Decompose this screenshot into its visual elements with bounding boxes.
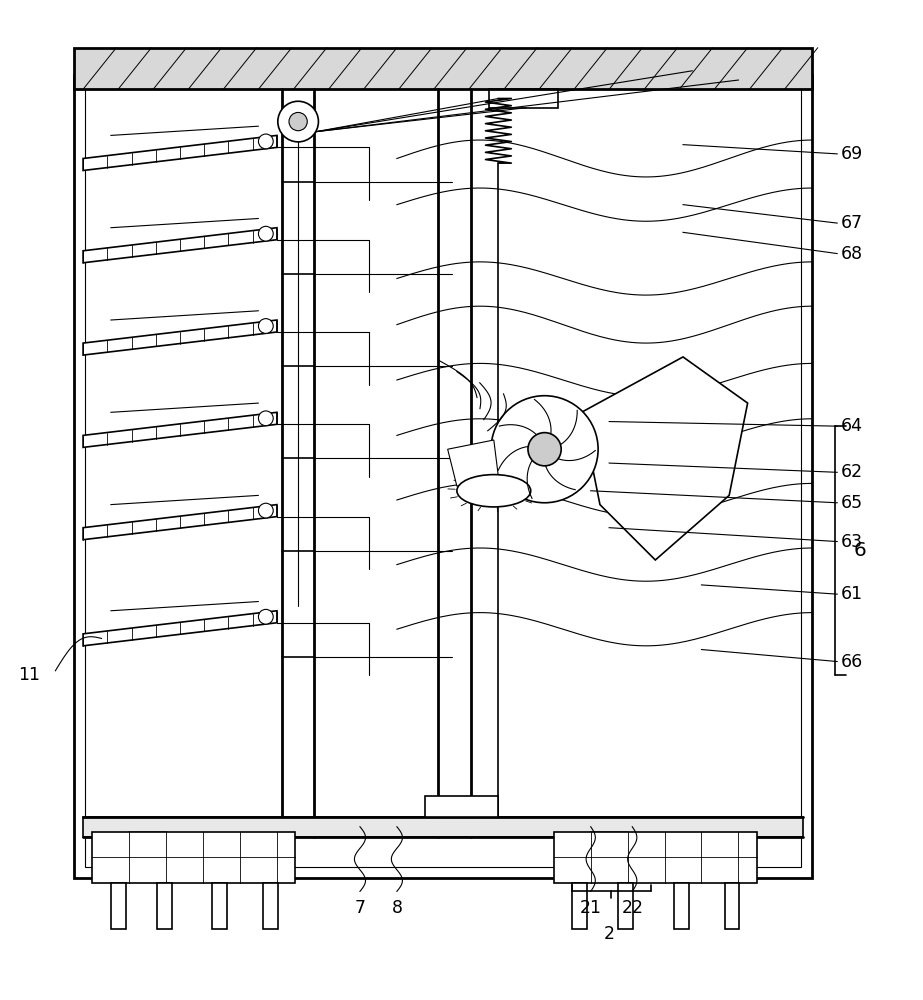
Polygon shape bbox=[111, 832, 185, 837]
Circle shape bbox=[258, 226, 273, 241]
Text: 69: 69 bbox=[841, 145, 863, 163]
Circle shape bbox=[258, 503, 273, 518]
Polygon shape bbox=[83, 320, 277, 355]
Text: 6: 6 bbox=[854, 541, 867, 560]
Circle shape bbox=[278, 101, 318, 142]
Polygon shape bbox=[581, 357, 748, 560]
Text: 61: 61 bbox=[841, 585, 863, 603]
Text: 2: 2 bbox=[604, 925, 615, 943]
Bar bbox=[111, 883, 126, 929]
Circle shape bbox=[289, 112, 307, 131]
Circle shape bbox=[258, 609, 273, 624]
Bar bbox=[83, 817, 803, 837]
Circle shape bbox=[258, 319, 273, 333]
Polygon shape bbox=[448, 440, 498, 486]
Polygon shape bbox=[83, 611, 277, 646]
Bar bbox=[425, 796, 498, 817]
Ellipse shape bbox=[457, 475, 531, 507]
Text: 62: 62 bbox=[841, 463, 863, 481]
Polygon shape bbox=[83, 228, 277, 263]
Bar bbox=[74, 75, 812, 878]
Bar bbox=[157, 883, 172, 929]
Polygon shape bbox=[572, 832, 646, 837]
Bar bbox=[92, 832, 295, 883]
Circle shape bbox=[528, 433, 561, 466]
Text: 64: 64 bbox=[841, 417, 863, 435]
Text: 7: 7 bbox=[354, 899, 366, 917]
Bar bbox=[489, 89, 558, 108]
Text: 11: 11 bbox=[18, 666, 41, 684]
Text: 22: 22 bbox=[621, 899, 643, 917]
Circle shape bbox=[258, 411, 273, 426]
Bar bbox=[85, 86, 801, 867]
Bar bbox=[554, 832, 757, 883]
Circle shape bbox=[258, 134, 273, 149]
Bar bbox=[572, 883, 587, 929]
Bar bbox=[212, 883, 227, 929]
Text: 68: 68 bbox=[841, 245, 863, 263]
Polygon shape bbox=[83, 412, 277, 447]
Bar bbox=[263, 883, 278, 929]
Text: 65: 65 bbox=[841, 494, 863, 512]
Text: 21: 21 bbox=[580, 899, 602, 917]
Bar bbox=[618, 883, 633, 929]
Bar bbox=[674, 883, 689, 929]
Polygon shape bbox=[83, 135, 277, 170]
Polygon shape bbox=[83, 505, 277, 540]
Text: 8: 8 bbox=[391, 899, 402, 917]
Circle shape bbox=[491, 396, 598, 503]
Bar bbox=[725, 883, 739, 929]
Bar bbox=[74, 48, 812, 89]
Text: 67: 67 bbox=[841, 214, 863, 232]
Text: 66: 66 bbox=[841, 653, 863, 671]
Text: 63: 63 bbox=[841, 533, 863, 551]
